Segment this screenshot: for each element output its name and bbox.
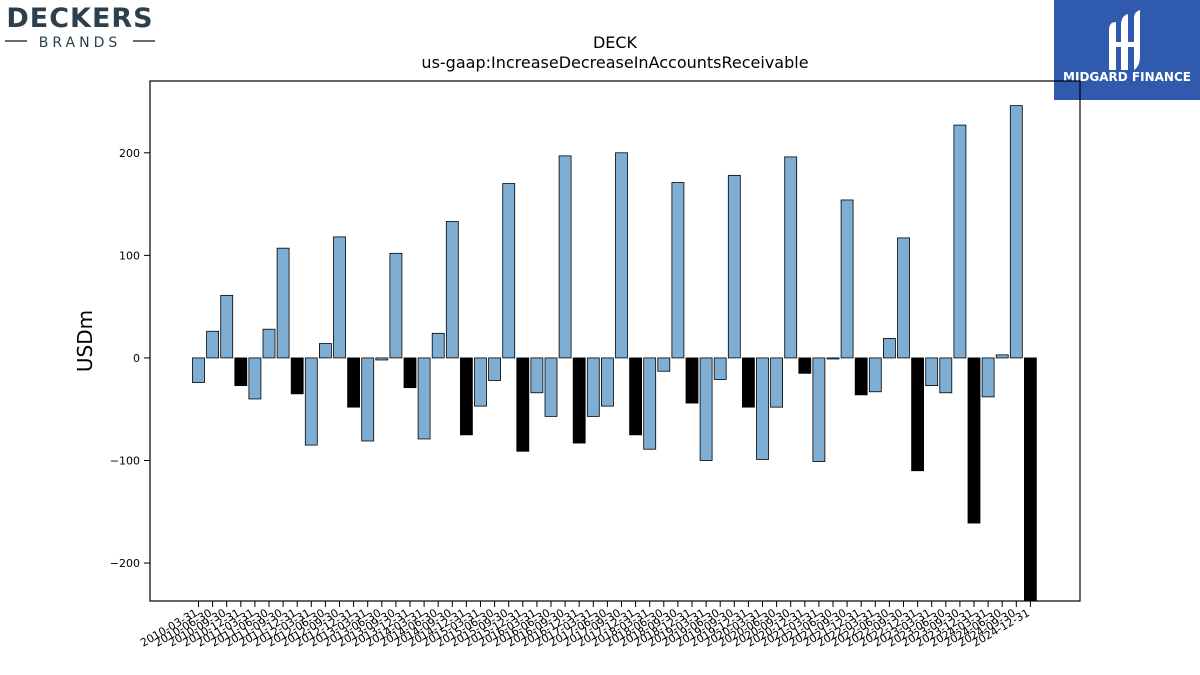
- bar-2019-12-31: [742, 357, 755, 408]
- bar-2016-12-31: [572, 357, 586, 444]
- bar-2011-06-30: [262, 328, 276, 359]
- bar-2022-06-30: [883, 338, 896, 359]
- y-tick-label: 0: [133, 352, 140, 365]
- bar-2013-03-31: [361, 357, 375, 442]
- y-tick-label: −200: [110, 557, 140, 570]
- y-tick-label: 100: [119, 249, 140, 262]
- bar-2012-03-31: [304, 357, 318, 446]
- bar-2015-03-31: [474, 357, 487, 407]
- bar-2017-06-30: [601, 357, 614, 407]
- bar-2012-09-30: [333, 236, 346, 359]
- y-axis-ticks: −200 −100 0 100 200: [110, 147, 150, 570]
- bar-2013-12-31: [403, 357, 417, 389]
- brand-right-name: MIDGARD FINANCE: [1063, 70, 1191, 84]
- midgard-emblem-icon: [1109, 10, 1140, 70]
- bar-2021-09-30: [840, 199, 854, 359]
- bar-2021-12-31: [854, 357, 868, 396]
- y-tick-label: −100: [110, 454, 140, 467]
- x-axis-ticks: 2010-03-312010-06-302010-09-302010-12-31…: [138, 601, 1032, 650]
- bar-2024-12-31: [1024, 357, 1037, 602]
- bar-2010-12-31: [234, 357, 248, 387]
- bar-2015-06-30: [488, 357, 502, 381]
- bar-2010-09-30: [220, 294, 234, 359]
- bar-2014-06-30: [431, 332, 445, 359]
- bar-2013-09-30: [389, 252, 403, 359]
- bar-2024-03-31: [981, 357, 995, 398]
- bar-2012-06-30: [318, 343, 332, 359]
- bar-2023-06-30: [939, 357, 953, 394]
- chart-subtitle: us-gaap:IncreaseDecreaseInAccountsReceiv…: [421, 53, 808, 72]
- bar-2011-12-31: [290, 357, 304, 395]
- bar-2010-06-30: [206, 330, 220, 359]
- bar-2020-03-31: [756, 357, 769, 460]
- bar-2019-06-30: [713, 357, 727, 380]
- brand-left-line2: BRANDS: [39, 35, 121, 51]
- bar-2017-09-30: [615, 152, 628, 359]
- bar-2015-09-30: [502, 183, 516, 359]
- bar-2022-09-30: [897, 237, 910, 359]
- bar-2014-03-31: [417, 357, 431, 440]
- y-axis-label: USDm: [73, 310, 97, 372]
- bar-2012-12-31: [347, 357, 361, 408]
- bar-2018-03-31: [643, 357, 657, 450]
- midgard-finance-logo: MIDGARD FINANCE: [1054, 0, 1200, 100]
- plot-frame: [149, 80, 1081, 602]
- bar-2015-12-31: [516, 357, 530, 452]
- bar-2023-03-31: [925, 357, 939, 387]
- bar-2014-09-30: [445, 221, 459, 359]
- bar-2023-12-31: [967, 357, 981, 524]
- bars-group: [192, 105, 1037, 602]
- deckers-brands-logo: DECKERS BRANDS: [5, 3, 155, 51]
- bar-2010-03-31: [192, 357, 205, 383]
- brand-left-line1: DECKERS: [6, 3, 153, 34]
- bar-2018-06-30: [657, 357, 671, 372]
- bar-2018-12-31: [685, 357, 699, 404]
- bar-2024-06-30: [995, 354, 1009, 359]
- bar-2019-03-31: [699, 357, 713, 461]
- bar-2021-06-30: [826, 357, 840, 360]
- bar-2021-03-31: [812, 357, 826, 462]
- y-tick-label: 200: [119, 147, 140, 160]
- bar-2020-06-30: [770, 357, 783, 408]
- bar-2022-12-31: [911, 357, 924, 472]
- bar-2011-03-31: [248, 357, 262, 400]
- bar-2020-09-30: [784, 156, 798, 359]
- chart-title: DECK: [593, 33, 638, 52]
- bar-2017-03-31: [586, 357, 600, 417]
- bar-2019-09-30: [727, 174, 741, 359]
- bar-2014-12-31: [459, 357, 473, 436]
- bar-2020-12-31: [798, 357, 812, 374]
- bar-2016-09-30: [558, 155, 572, 359]
- bar-2022-03-31: [868, 357, 882, 393]
- bar-2011-09-30: [276, 247, 290, 359]
- bar-2013-06-30: [375, 357, 389, 361]
- bar-2018-09-30: [671, 182, 685, 359]
- bar-2016-03-31: [530, 357, 544, 394]
- bar-2016-06-30: [544, 357, 558, 417]
- bar-2017-12-31: [629, 357, 642, 436]
- bar-2024-09-30: [1009, 105, 1023, 359]
- bar-2023-09-30: [953, 124, 967, 359]
